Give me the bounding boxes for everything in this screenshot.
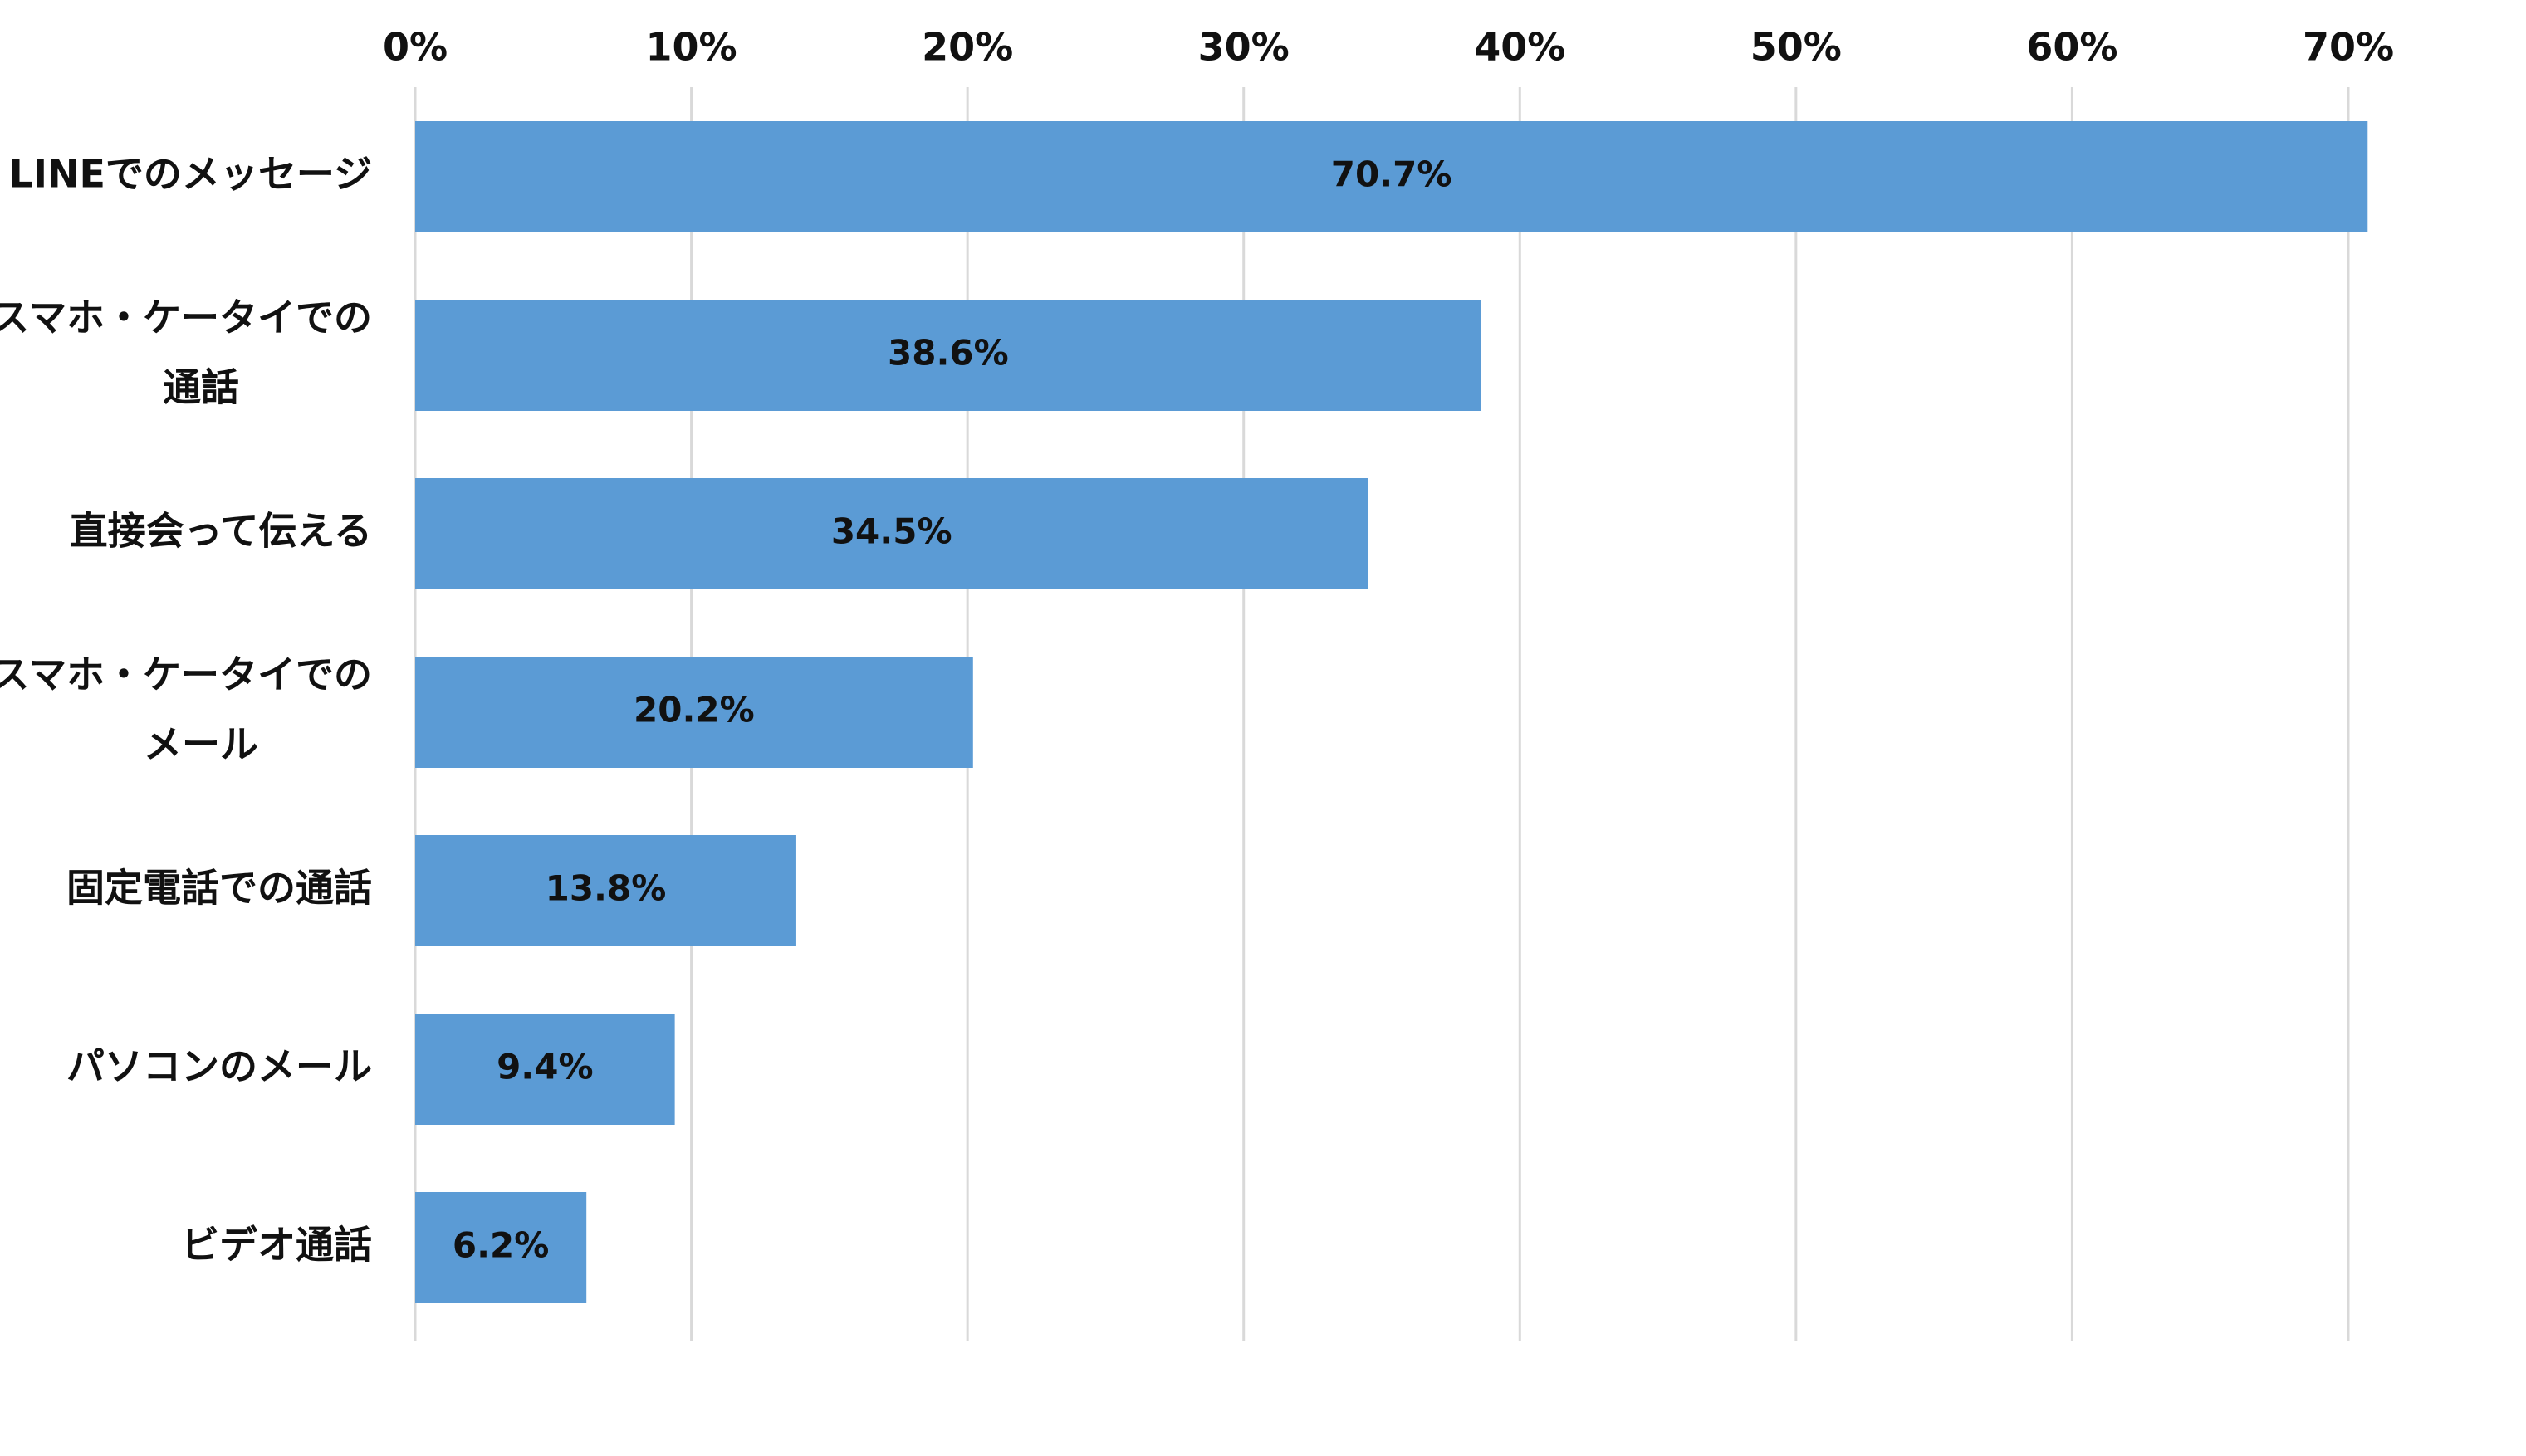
- x-tick-label: 60%: [2026, 25, 2117, 70]
- bar: [415, 657, 973, 768]
- category-label: LINEでのメッセージ: [9, 152, 372, 197]
- bars: [415, 121, 2368, 1303]
- bar: [415, 121, 2368, 232]
- data-label: 6.2%: [453, 1225, 549, 1266]
- x-tick-label: 70%: [2303, 25, 2394, 70]
- data-label: 9.4%: [497, 1047, 593, 1087]
- category-label: 通話: [163, 365, 239, 410]
- category-label: スマホ・ケータイでの: [0, 652, 372, 697]
- category-label: ビデオ通話: [181, 1223, 372, 1268]
- x-tick-label: 40%: [1474, 25, 1565, 70]
- data-label: 70.7%: [1331, 154, 1452, 195]
- bar: [415, 835, 796, 946]
- category-label: パソコンのメール: [66, 1044, 372, 1089]
- data-label: 38.6%: [888, 333, 1009, 374]
- data-labels: 70.7% 38.6% 34.5% 20.2% 13.8% 9.4% 6.2%: [453, 154, 1452, 1266]
- x-axis-ticks: 0% 10% 20% 30% 40% 50% 60% 70%: [383, 25, 2394, 70]
- x-tick-label: 0%: [383, 25, 448, 70]
- bar: [415, 478, 1368, 589]
- category-labels: LINEでのメッセージスマホ・ケータイでの通話直接会って伝えるスマホ・ケータイで…: [0, 152, 372, 1268]
- category-label: スマホ・ケータイでの: [0, 296, 372, 340]
- bar: [415, 1192, 587, 1303]
- bar: [415, 300, 1481, 411]
- category-label: メール: [144, 722, 258, 767]
- category-label: 直接会って伝える: [70, 509, 372, 554]
- x-tick-label: 30%: [1198, 25, 1290, 70]
- data-label: 13.8%: [546, 868, 667, 909]
- data-label: 20.2%: [634, 690, 755, 730]
- x-tick-label: 20%: [922, 25, 1013, 70]
- bar: [415, 1014, 675, 1125]
- data-label: 34.5%: [831, 511, 952, 552]
- x-tick-label: 10%: [646, 25, 737, 70]
- category-label: 固定電話での通話: [66, 866, 372, 911]
- x-tick-label: 50%: [1750, 25, 1842, 70]
